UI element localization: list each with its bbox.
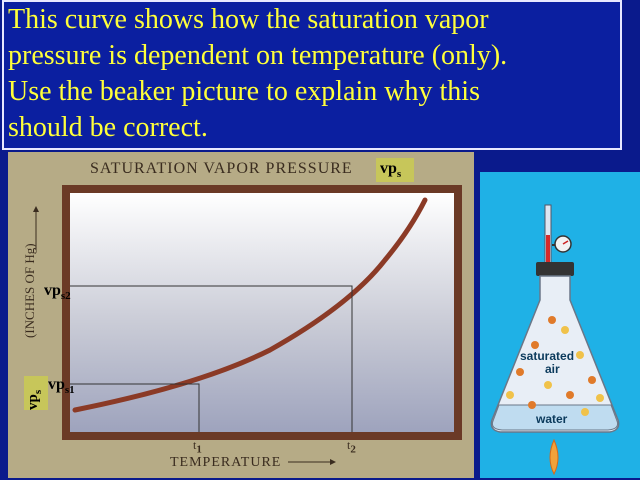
t1-label-text: t (193, 438, 197, 452)
vps1-guide (70, 383, 200, 432)
vps-label-sub: s (396, 168, 402, 181)
vps2-label: vps2 (44, 282, 71, 302)
saturated-label: saturated (520, 349, 575, 363)
t2-label-text: t (347, 438, 351, 452)
flask (490, 275, 620, 433)
vapor-pressure-curve (72, 197, 428, 413)
t1-label: t1 (193, 438, 202, 455)
plot-frame (62, 185, 462, 440)
vps-y-tag (24, 376, 48, 410)
air-label: air (545, 362, 560, 376)
stopper (536, 262, 574, 276)
t2-label: t2 (347, 438, 356, 455)
t2-label-sub: 2 (350, 443, 356, 456)
gauge-needle (562, 240, 569, 245)
vps1-label-text: vp (48, 376, 65, 393)
vps2-label-sub: s2 (60, 290, 71, 303)
title-line-1: This curve shows how the saturation vapo… (8, 4, 489, 35)
y-axis-arrowhead (33, 206, 39, 212)
chart-title: SATURATION VAPOR PRESSURE (90, 160, 353, 177)
vps-label: vps (380, 160, 401, 180)
vps1-label: vps1 (48, 376, 75, 396)
title-line-3: Use the beaker picture to explain why th… (8, 76, 480, 107)
title-line-2: pressure is dependent on temperature (on… (8, 40, 508, 71)
burner-flame (549, 438, 559, 476)
vps2-label-text: vp (44, 282, 61, 299)
vps-label-text: vp (380, 160, 397, 177)
title-box: This curve shows how the saturation vapo… (2, 0, 622, 150)
x-axis-arrowhead (330, 459, 336, 465)
x-axis-label: TEMPERATURE (170, 455, 282, 470)
vps1-label-sub: s1 (64, 384, 75, 397)
title-line-4: should be correct. (8, 112, 208, 143)
plot-area (70, 193, 454, 432)
vps-tag (376, 158, 414, 182)
vapor-molecules (506, 316, 604, 416)
vps2-guide (70, 285, 353, 432)
water-label: water (536, 412, 568, 426)
t1-label-sub: 1 (196, 443, 202, 456)
